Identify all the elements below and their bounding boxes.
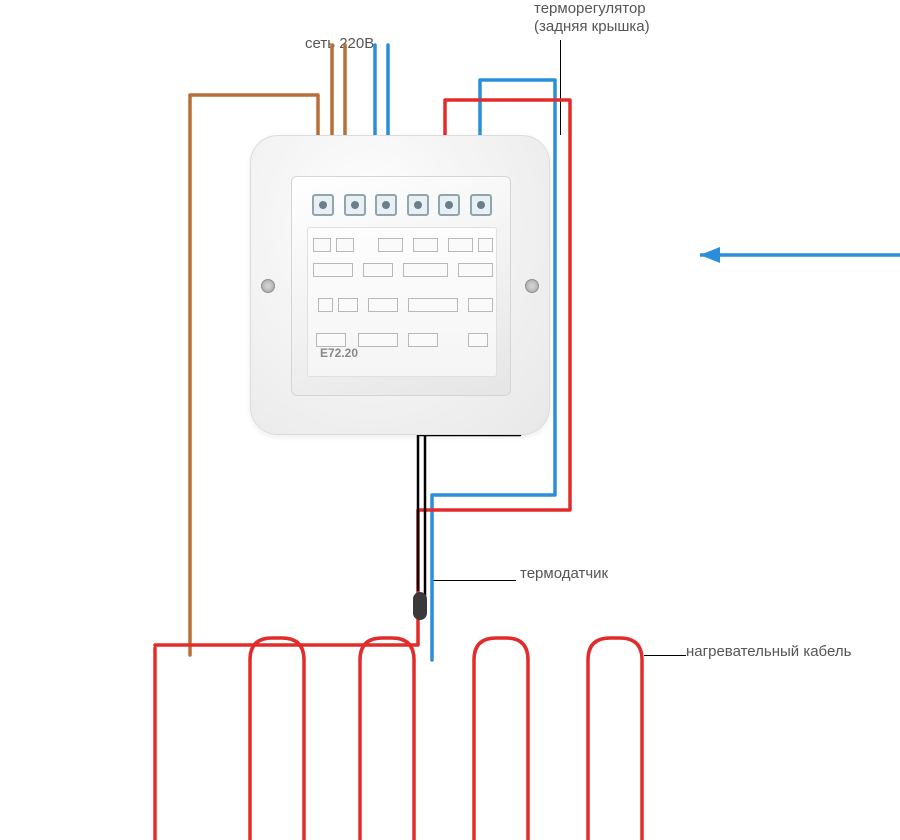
label-heating-cable: нагревательный кабель	[686, 643, 851, 660]
heating-cable-loops	[155, 638, 642, 840]
wire-arrow-right	[700, 247, 900, 263]
model-number: E72.20	[320, 346, 358, 360]
schematic-block	[313, 263, 353, 277]
terminal	[344, 194, 366, 216]
terminal-row	[312, 189, 492, 221]
schematic-block	[358, 333, 398, 347]
leader-heating-cable	[644, 655, 686, 656]
screw-icon	[261, 279, 275, 293]
label-thermostat-line1: терморегулятор	[534, 0, 646, 17]
schematic-block	[363, 263, 393, 277]
leader-thermostat	[560, 40, 561, 135]
leader-sensor	[431, 580, 516, 581]
terminal	[407, 194, 429, 216]
schematic-block	[313, 238, 331, 252]
schematic-block	[408, 298, 458, 312]
thermostat-back: E72.20	[291, 176, 511, 396]
schematic-block	[478, 238, 493, 252]
terminal	[438, 194, 460, 216]
schematic-block	[378, 238, 403, 252]
terminal	[375, 194, 397, 216]
schematic-block	[413, 238, 438, 252]
schematic-label-area: E72.20	[307, 227, 497, 377]
schematic-block	[468, 333, 488, 347]
schematic-block	[448, 238, 473, 252]
schematic-block	[458, 263, 493, 277]
schematic-block	[468, 298, 493, 312]
label-sensor: термодатчик	[520, 565, 608, 582]
schematic-block	[318, 298, 333, 312]
label-thermostat-line2: (задняя крышка)	[534, 18, 650, 35]
label-thermostat: терморегулятор (задняя крышка)	[534, 0, 650, 36]
terminal	[470, 194, 492, 216]
screw-icon	[525, 279, 539, 293]
schematic-block	[408, 333, 438, 347]
thermo-sensor-bulb	[413, 592, 427, 620]
schematic-block	[403, 263, 448, 277]
label-mains: сеть 220В	[305, 35, 374, 52]
schematic-block	[336, 238, 354, 252]
terminal	[312, 194, 334, 216]
schematic-block	[368, 298, 398, 312]
schematic-block	[316, 333, 346, 347]
schematic-block	[338, 298, 358, 312]
thermostat-plate: E72.20	[250, 135, 550, 435]
